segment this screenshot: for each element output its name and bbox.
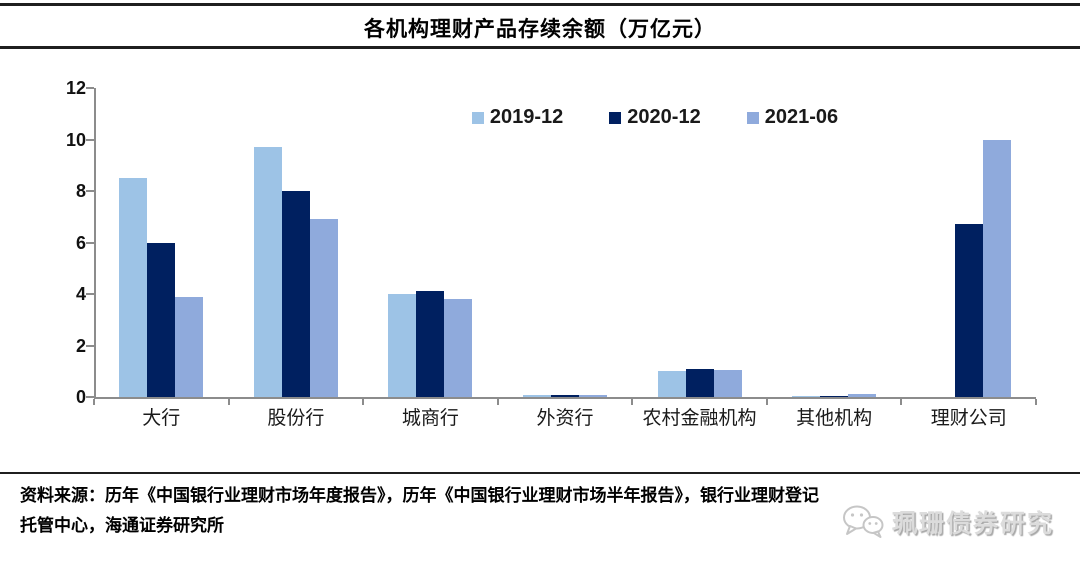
chart-legend: 2019-12 2020-12 2021-06 <box>430 106 880 129</box>
bar-2020-12-农村金融机构 <box>685 368 714 397</box>
bar-2021-06-农村金融机构 <box>713 369 742 397</box>
y-axis-tick <box>86 87 94 89</box>
y-axis-tick <box>86 293 94 295</box>
source-line-2: 托管中心，海通证券研究所 <box>20 516 224 535</box>
bar-2019-12-股份行 <box>253 147 282 397</box>
title-divider <box>0 46 1080 49</box>
watermark-text: 珮珊债券研究 <box>891 511 1054 538</box>
legend-item-2020-12: 2020-12 <box>609 106 701 129</box>
bar-2020-12-其他机构 <box>820 396 849 397</box>
x-axis-tick <box>900 399 903 405</box>
x-axis-label: 农村金融机构 <box>642 408 757 429</box>
x-axis-label: 城商行 <box>401 408 459 429</box>
legend-label: 2019-12 <box>489 106 564 128</box>
legend-swatch-2021-06-icon <box>746 111 759 124</box>
legend-swatch-2020-12-icon <box>609 111 622 124</box>
x-axis-tick <box>1035 399 1037 405</box>
chart-title: 各机构理财产品存续余额（万亿元） <box>364 17 716 41</box>
bar-2019-12-外资行 <box>523 394 551 397</box>
bar-2021-06-大行 <box>175 296 204 397</box>
y-axis-label: 0 <box>75 387 86 407</box>
legend-item-2019-12: 2019-12 <box>471 106 564 129</box>
bar-2020-12-外资行 <box>551 395 579 397</box>
x-axis-tick <box>631 399 634 405</box>
bar-2019-12-农村金融机构 <box>657 371 686 397</box>
x-axis-label: 其他机构 <box>796 408 873 429</box>
bar-2019-12-城商行 <box>388 294 417 397</box>
y-axis-label: 6 <box>75 232 86 253</box>
y-axis-tick <box>86 138 94 141</box>
bar-chart: 2019-12 2020-12 2021-06 0 2 4 6 8 10 12 大行 股份行 城商… <box>65 78 1037 429</box>
y-axis-label: 12 <box>65 78 86 98</box>
legend-label: 2021-06 <box>764 106 839 128</box>
x-axis-tick <box>93 399 95 405</box>
x-axis-tick <box>765 399 768 405</box>
bar-2021-06-理财公司 <box>982 139 1011 397</box>
source-divider <box>0 472 1080 474</box>
x-axis-tick <box>227 399 230 405</box>
y-axis-label: 10 <box>65 129 86 150</box>
y-axis-tick <box>86 344 94 347</box>
watermark: 珮珊债券研究 <box>842 504 1054 540</box>
bar-2021-06-其他机构 <box>848 394 877 397</box>
legend-label: 2020-12 <box>627 106 701 128</box>
x-axis-label: 理财公司 <box>930 408 1007 429</box>
x-axis-label: 外资行 <box>536 408 594 429</box>
y-axis-label: 2 <box>75 335 86 356</box>
x-axis-label: 股份行 <box>267 408 325 429</box>
source-note: 资料来源：历年《中国银行业理财市场年度报告》，历年《中国银行业理财市场半年报告》… <box>20 481 1065 541</box>
x-axis-label: 大行 <box>142 408 181 429</box>
legend-item-2021-06: 2021-06 <box>746 106 839 129</box>
legend-swatch-2019-12-icon <box>471 111 484 124</box>
y-axis-label: 4 <box>75 284 86 304</box>
y-axis-tick <box>86 241 94 244</box>
bar-2019-12-其他机构 <box>792 395 821 397</box>
y-axis-tick <box>86 396 94 398</box>
bar-2021-06-股份行 <box>309 219 338 397</box>
wechat-icon <box>842 505 884 538</box>
x-axis-line <box>94 397 1036 399</box>
x-axis-tick <box>362 399 365 405</box>
bar-2020-12-理财公司 <box>954 224 983 397</box>
source-line-1: 资料来源：历年《中国银行业理财市场年度报告》，历年《中国银行业理财市场半年报告》… <box>20 486 819 505</box>
y-axis-tick <box>86 190 94 192</box>
bar-2019-12-大行 <box>119 178 148 397</box>
y-axis-line <box>94 88 96 399</box>
bar-2021-06-外资行 <box>579 394 607 397</box>
y-axis-label: 8 <box>75 181 86 201</box>
bar-2020-12-城商行 <box>416 291 445 397</box>
x-axis-tick <box>496 399 499 405</box>
top-divider <box>0 3 1080 6</box>
bar-2021-06-城商行 <box>444 299 473 397</box>
bar-2020-12-股份行 <box>281 191 310 397</box>
bar-2020-12-大行 <box>147 242 176 397</box>
